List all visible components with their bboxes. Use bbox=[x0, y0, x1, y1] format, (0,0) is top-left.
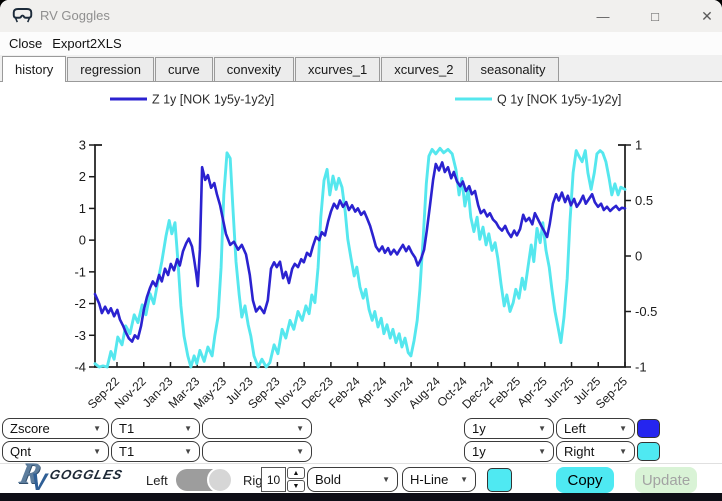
left-axis-label: -4 bbox=[74, 360, 86, 375]
x-axis-label: Feb-25 bbox=[486, 374, 523, 411]
chevron-down-icon: ▼ bbox=[538, 424, 546, 433]
toggle-left-label: Left bbox=[146, 473, 168, 488]
chevron-down-icon: ▼ bbox=[93, 424, 101, 433]
menu-bar: Close Export2XLS bbox=[0, 32, 722, 56]
bottom-toolbar: R V GOGGLES Left Right 10 ▲ ▼ Bold ▼ H-Li… bbox=[0, 457, 722, 493]
right-axis-label: 1 bbox=[635, 138, 642, 153]
size-spinner-value[interactable]: 10 bbox=[261, 467, 286, 492]
series-line-q bbox=[93, 146, 627, 369]
left-right-toggle[interactable] bbox=[176, 467, 233, 493]
chevron-down-icon: ▼ bbox=[538, 447, 546, 456]
left-axis-label: -1 bbox=[74, 264, 86, 279]
series-line-z bbox=[93, 161, 627, 343]
metric-combo-1[interactable]: Zscore ▼ bbox=[2, 418, 109, 439]
close-button[interactable]: ✕ bbox=[701, 7, 713, 24]
desktop-strip bbox=[0, 493, 722, 501]
series1-color-swatch[interactable] bbox=[637, 419, 660, 438]
x-axis-label: Jun-25 bbox=[541, 374, 577, 410]
minimize-button[interactable]: — bbox=[596, 8, 610, 24]
line-style-combo[interactable]: H-Line ▼ bbox=[402, 467, 476, 492]
toggle-knob[interactable] bbox=[207, 467, 233, 493]
axis-combo-2[interactable]: Right ▼ bbox=[556, 441, 635, 462]
period-combo-1[interactable]: T1 ▼ bbox=[111, 418, 200, 439]
x-axis-label: Feb-24 bbox=[326, 374, 363, 411]
tab-strip: history regression curve convexity xcurves_1… bbox=[0, 55, 722, 82]
hline-color-swatch[interactable] bbox=[487, 468, 512, 492]
left-axis-label: 3 bbox=[79, 138, 86, 153]
rv-goggles-logo: R V GOGGLES bbox=[16, 457, 125, 493]
tenor-combo-2[interactable]: 1y ▼ bbox=[464, 441, 554, 462]
maximize-button[interactable]: □ bbox=[651, 8, 659, 24]
tab-xcurves_1[interactable]: xcurves_1 bbox=[295, 57, 381, 81]
right-axis-label: -1 bbox=[635, 360, 647, 375]
chevron-down-icon: ▼ bbox=[93, 447, 101, 456]
series2-color-swatch[interactable] bbox=[637, 442, 660, 461]
tab-xcurves_2[interactable]: xcurves_2 bbox=[381, 57, 467, 81]
spinner-up-button[interactable]: ▲ bbox=[287, 467, 305, 479]
chevron-down-icon: ▼ bbox=[460, 475, 468, 484]
title-bar: RV Goggles — □ ✕ bbox=[0, 0, 722, 32]
left-axis-label: 0 bbox=[79, 233, 86, 248]
legend-label-2: Q 1y [NOK 1y5y-1y2y] bbox=[497, 93, 621, 107]
chevron-down-icon: ▼ bbox=[619, 424, 627, 433]
menu-item-export2xls[interactable]: Export2XLS bbox=[52, 36, 122, 51]
right-axis-label: 0.5 bbox=[635, 193, 653, 208]
extra-combo-2[interactable]: ▼ bbox=[202, 441, 312, 462]
goggles-app-icon bbox=[12, 8, 33, 23]
font-weight-combo[interactable]: Bold ▼ bbox=[307, 467, 398, 492]
right-axis-label: 0 bbox=[635, 249, 642, 264]
spinner-down-button[interactable]: ▼ bbox=[287, 480, 305, 492]
tab-curve[interactable]: curve bbox=[155, 57, 213, 81]
menu-item-close[interactable]: Close bbox=[9, 36, 43, 51]
window-title: RV Goggles bbox=[40, 8, 110, 23]
tab-seasonality[interactable]: seasonality bbox=[467, 57, 559, 81]
chevron-down-icon: ▼ bbox=[382, 475, 390, 484]
chevron-down-icon: ▼ bbox=[296, 424, 304, 433]
left-axis-label: -3 bbox=[74, 328, 86, 343]
chevron-down-icon: ▼ bbox=[619, 447, 627, 456]
left-axis-label: 2 bbox=[79, 169, 86, 184]
chart-axes bbox=[94, 144, 626, 368]
chart-area: Z 1y [NOK 1y5y-1y2y] Q 1y [NOK 1y5y-1y2y]… bbox=[0, 82, 722, 418]
tab-convexity[interactable]: convexity bbox=[213, 57, 294, 81]
tenor-combo-1[interactable]: 1y ▼ bbox=[464, 418, 554, 439]
tab-history[interactable]: history bbox=[2, 56, 67, 82]
axis-combo-1[interactable]: Left ▼ bbox=[556, 418, 635, 439]
metric-combo-2[interactable]: Qnt ▼ bbox=[2, 441, 109, 462]
extra-combo-1[interactable]: ▼ bbox=[202, 418, 312, 439]
history-chart: Z 1y [NOK 1y5y-1y2y] Q 1y [NOK 1y5y-1y2y]… bbox=[74, 93, 657, 413]
update-button[interactable]: Update bbox=[635, 467, 697, 493]
chevron-down-icon: ▼ bbox=[184, 424, 192, 433]
chevron-down-icon: ▼ bbox=[296, 447, 304, 456]
tab-regression[interactable]: regression bbox=[67, 57, 154, 81]
left-axis-label: 1 bbox=[79, 201, 86, 216]
left-axis-label: -2 bbox=[74, 296, 86, 311]
copy-button[interactable]: Copy bbox=[556, 467, 614, 493]
right-axis-label: -0.5 bbox=[635, 304, 657, 319]
chevron-down-icon: ▼ bbox=[184, 447, 192, 456]
legend-label-1: Z 1y [NOK 1y5y-1y2y] bbox=[152, 93, 274, 107]
period-combo-2[interactable]: T1 ▼ bbox=[111, 441, 200, 462]
